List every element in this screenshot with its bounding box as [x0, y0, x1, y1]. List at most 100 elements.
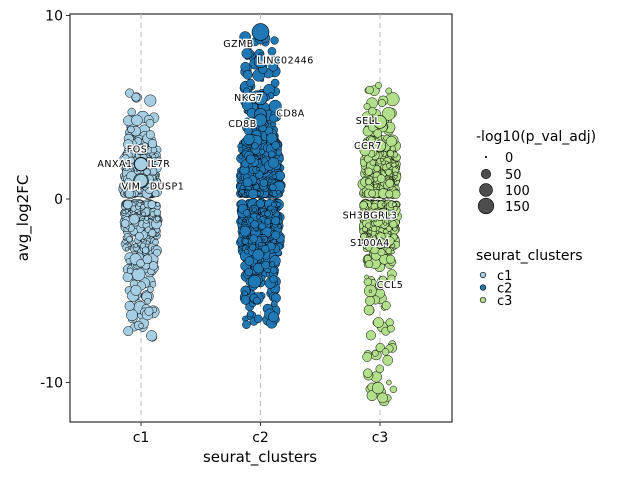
data-point-c1	[151, 246, 155, 250]
data-point-c2	[267, 47, 277, 56]
data-point-c1	[135, 232, 144, 241]
data-point-c1	[141, 246, 150, 254]
data-point-c1	[122, 165, 127, 170]
gene-label: DUSP1	[150, 182, 185, 193]
data-point-c3	[365, 330, 376, 341]
data-point-c3	[381, 348, 390, 356]
data-point-c3	[375, 230, 380, 234]
color-legend-key-c3	[479, 296, 487, 304]
size-legend-key	[484, 155, 488, 159]
data-point-c1	[155, 201, 161, 207]
data-point-c3	[372, 381, 385, 395]
data-point-c2	[249, 234, 258, 243]
data-point-c2	[268, 178, 273, 184]
data-point-c1	[131, 267, 146, 282]
data-point-c2	[248, 188, 259, 199]
data-point-c1	[131, 92, 141, 102]
data-point-c1	[148, 261, 158, 271]
gene-label: GZMB	[223, 39, 254, 50]
data-point-c2	[243, 248, 250, 255]
gene-label: SELL	[356, 116, 381, 127]
data-point-c2	[270, 201, 277, 208]
data-point-c3	[365, 295, 375, 306]
data-point-c2	[264, 218, 272, 225]
data-point-c3	[384, 178, 388, 181]
size-legend-label: 150	[505, 200, 530, 215]
data-point-c1	[121, 219, 130, 228]
data-point-c2	[276, 189, 281, 195]
data-point-c3	[373, 165, 381, 172]
data-point-c3	[394, 179, 397, 183]
data-point-c1	[129, 182, 134, 186]
data-point-c3	[375, 81, 382, 89]
gene-label: CD8B	[228, 119, 257, 130]
data-point-c1	[152, 238, 159, 246]
data-point-c3	[365, 178, 373, 186]
data-point-c2	[271, 230, 281, 240]
data-point-c3	[386, 254, 395, 264]
data-point-c1	[123, 326, 134, 337]
data-point-c1	[153, 248, 161, 257]
data-point-c2	[242, 177, 253, 188]
data-point-c2	[239, 225, 251, 237]
data-point-c3	[368, 289, 373, 293]
data-point-c2	[250, 220, 259, 229]
data-point-c1	[145, 130, 155, 140]
data-point-c1	[147, 139, 158, 149]
data-point-c2	[242, 69, 253, 80]
data-point-c1	[136, 202, 142, 207]
data-point-c3	[373, 129, 383, 138]
data-point-c1	[122, 210, 127, 215]
data-point-c2	[270, 36, 279, 45]
data-point-c2	[257, 242, 263, 247]
data-point-c2	[261, 244, 270, 253]
gene-label: NKG7	[234, 93, 263, 104]
data-point-c2	[242, 320, 251, 329]
data-point-c2	[269, 183, 277, 192]
data-point-c1	[151, 189, 160, 198]
data-point-c1	[142, 254, 153, 265]
data-point-c3	[381, 300, 391, 310]
data-point-c3	[386, 150, 394, 158]
data-point-c1	[145, 240, 150, 245]
x-axis-label: seurat_clusters	[203, 448, 317, 467]
size-legend-label: 0	[505, 151, 513, 166]
data-point-c2	[277, 224, 282, 229]
data-point-c1	[124, 246, 130, 252]
data-point-c2	[268, 311, 279, 323]
data-point-c2	[253, 314, 263, 324]
data-point-c1	[151, 157, 157, 163]
data-point-c3	[377, 248, 386, 257]
data-point-c2	[242, 218, 246, 223]
data-point-c3	[371, 225, 377, 232]
data-point-c1	[138, 323, 144, 329]
data-point-c1	[153, 208, 161, 217]
data-point-c3	[389, 385, 398, 394]
data-point-c3	[369, 159, 376, 166]
data-point-c2	[279, 213, 282, 216]
data-point-c2	[252, 207, 257, 213]
data-point-c2	[271, 174, 277, 180]
data-point-c3	[365, 260, 374, 268]
gene-label: CCL5	[377, 280, 404, 291]
data-point-c1	[149, 281, 157, 288]
color-legend-key-c1	[479, 271, 487, 279]
size-legend-title: -log10(p_val_adj)	[476, 129, 596, 145]
data-point-c2	[253, 296, 261, 305]
size-legend-key	[479, 183, 493, 197]
data-point-c1	[144, 297, 151, 305]
data-point-c1	[126, 235, 133, 243]
data-point-c2	[259, 148, 265, 155]
y-tick-label: 0	[54, 192, 63, 208]
data-point-c2	[261, 238, 265, 242]
data-point-c2	[271, 208, 276, 213]
data-point-c3	[364, 167, 373, 176]
data-point-c2	[239, 188, 245, 195]
data-point-c3	[381, 202, 386, 207]
x-tick-label: c1	[133, 430, 150, 446]
labeled-gene-point	[251, 23, 270, 41]
data-point-c3	[386, 379, 392, 386]
y-axis-label: avg_log2FC	[14, 175, 33, 262]
gene-label: VIM	[122, 182, 141, 193]
